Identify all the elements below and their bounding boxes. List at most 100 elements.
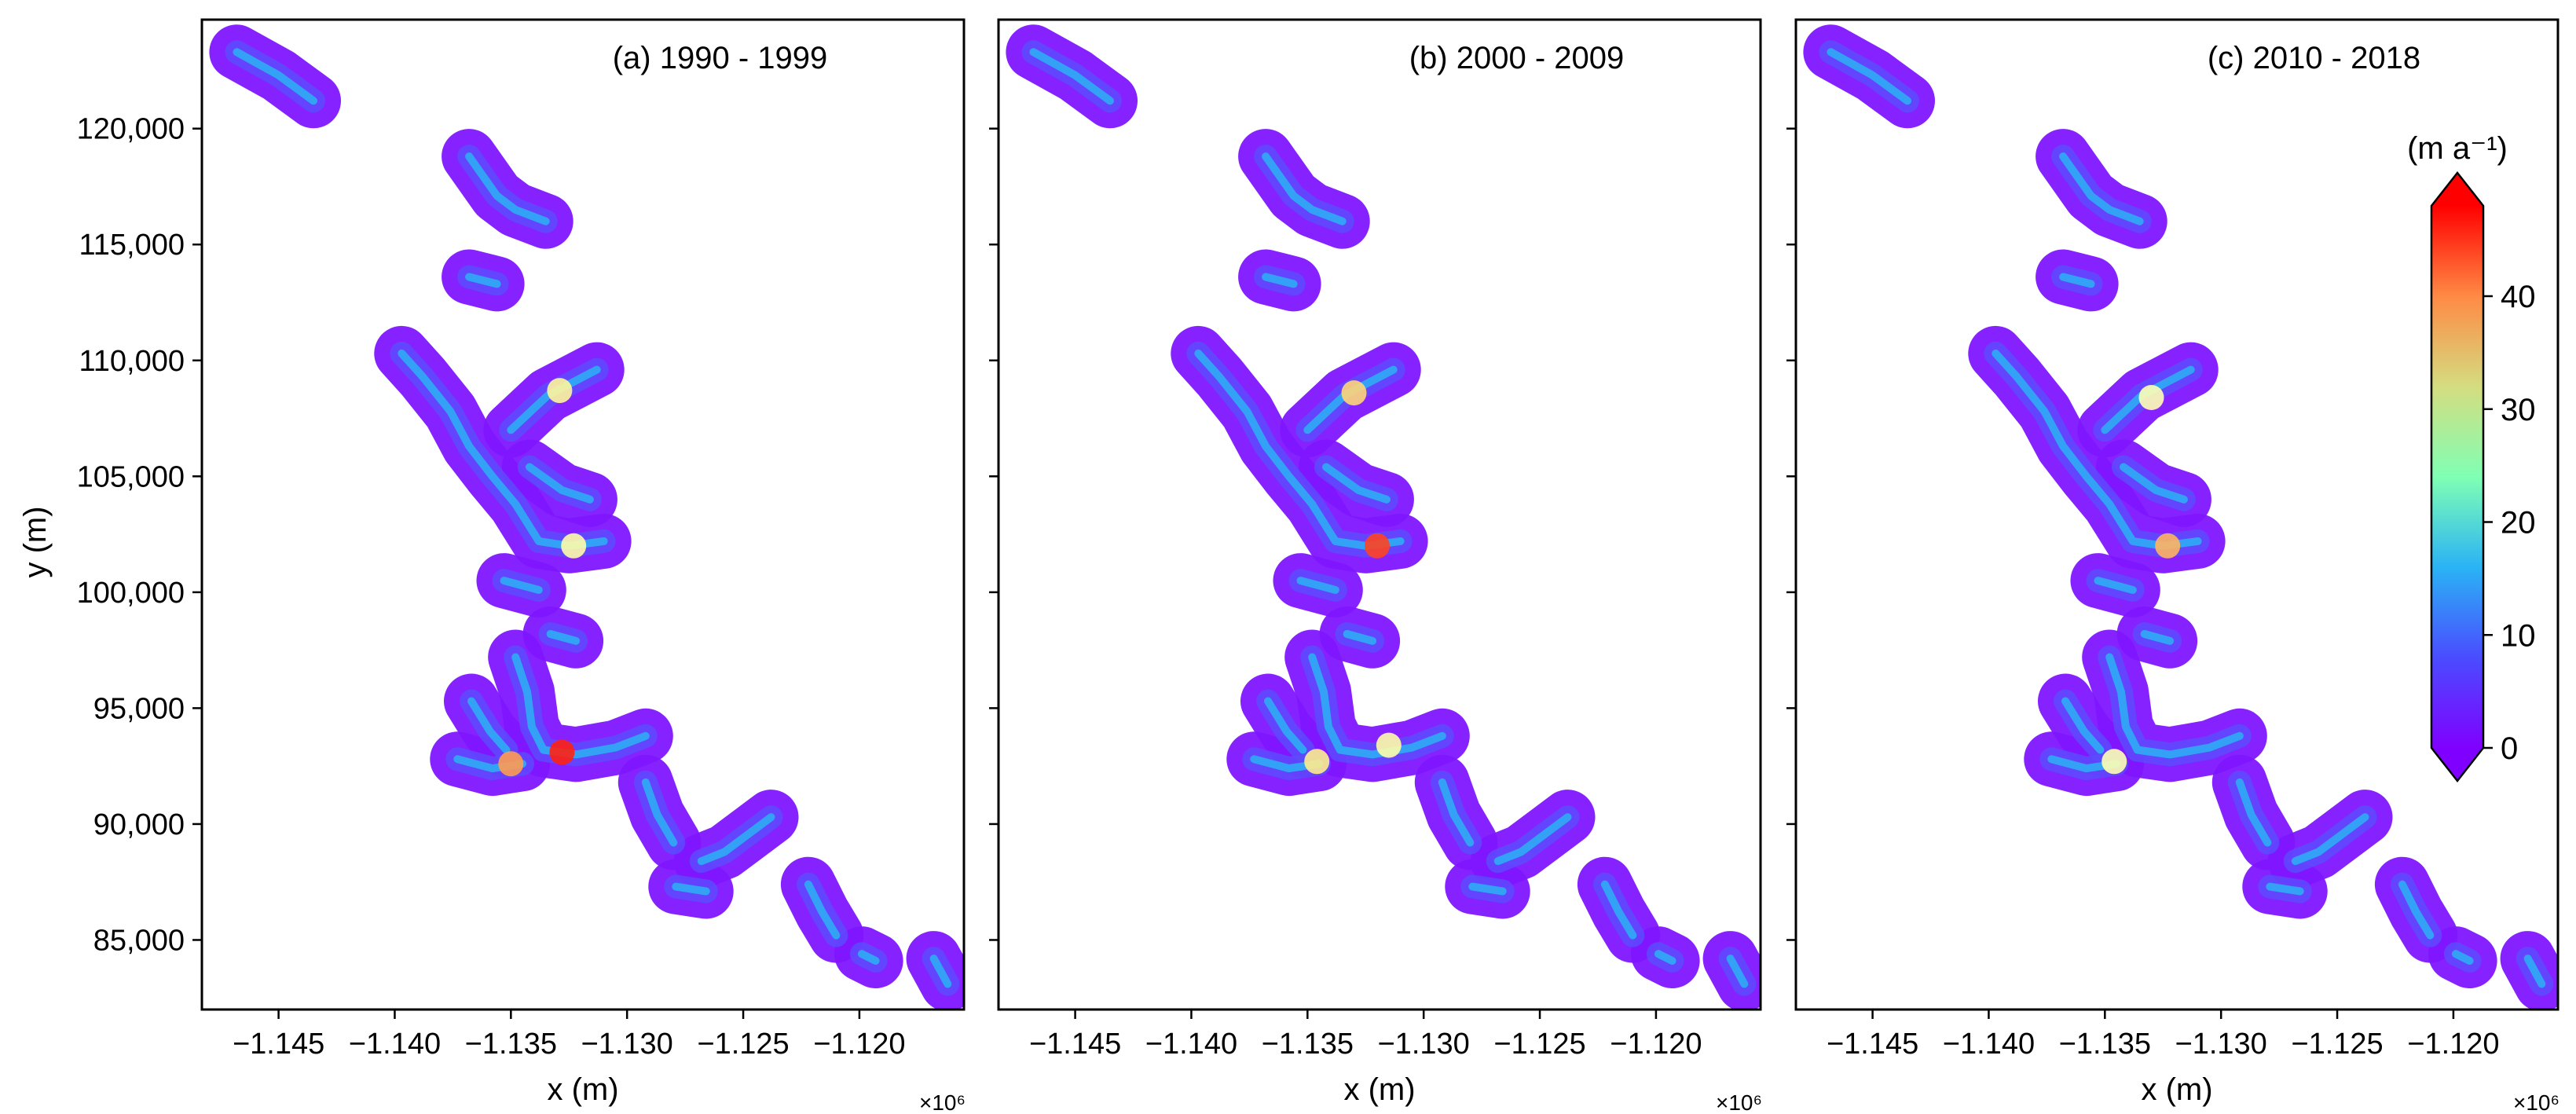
x-exponent-label: ×10⁶ [1716, 1090, 1762, 1114]
y-tick-label: 100,000 [77, 577, 185, 610]
glacier-flowline [2451, 950, 2474, 965]
y-tick-label: 120,000 [77, 113, 185, 146]
glacier-flowline [1726, 955, 1749, 988]
glacier-flowline [2120, 463, 2188, 504]
x-axis-label: x (m) [1343, 1072, 1415, 1107]
glacier-flowline [857, 950, 880, 965]
glacier-flowline [1827, 48, 1911, 105]
velocity-spot [2138, 385, 2164, 410]
x-axis-label: x (m) [547, 1072, 618, 1107]
velocity-spot [1376, 732, 1402, 758]
glacier-flowline [526, 463, 594, 504]
panel-frame [997, 18, 1762, 1011]
colorbar-tick-label: 10 [2501, 618, 2536, 653]
glacier-flowline [2105, 653, 2244, 759]
glacier-flowline [398, 349, 608, 550]
colorbar-tick-label: 0 [2501, 731, 2518, 766]
panel-title: (a) 1990 - 1999 [613, 41, 828, 75]
velocity-spot [547, 378, 573, 404]
y-tick-label: 105,000 [77, 460, 185, 493]
x-tick-label: −1.130 [1378, 1028, 1470, 1061]
panels: (a) 1990 - 1999−1.145 −1.140 −1.135 −1.130−… [77, 18, 2560, 1114]
glacier-flowline [2140, 630, 2175, 645]
glacier-flowline [500, 577, 543, 594]
x-tick-label: −1.120 [2407, 1028, 2499, 1061]
glacier-flowline [2398, 880, 2435, 940]
y-tick-label: 110,000 [79, 345, 185, 378]
glacier-flowline [1296, 577, 1339, 594]
panel-title: (c) 2010 - 2018 [2208, 41, 2420, 75]
glacier-flowline [697, 813, 775, 866]
glacier-flowline [641, 778, 678, 847]
glacier-flowline [1262, 273, 1298, 288]
glacier-flowline [2523, 955, 2546, 988]
panel-frame [1794, 18, 2560, 1011]
glacier-flowline [1493, 813, 1572, 866]
glacier-flowline [546, 630, 581, 645]
velocity-spot [561, 533, 587, 559]
panel-frame [200, 18, 966, 1011]
glacier-flowline [2235, 778, 2272, 847]
x-tick-label: −1.145 [1827, 1028, 1918, 1061]
x-exponent-label: ×10⁶ [919, 1090, 966, 1114]
velocity-spot [1365, 533, 1390, 559]
velocity-map [209, 24, 964, 1010]
colorbar-tick-label: 30 [2501, 393, 2536, 427]
glacier-flowline [1992, 349, 2202, 550]
x-tick-label: −1.125 [1493, 1028, 1585, 1061]
colorbar-label: (m a⁻¹) [2407, 131, 2508, 166]
colorbar-extend-min [2431, 748, 2483, 781]
glacier-flowline [1194, 349, 1405, 550]
x-tick-label: −1.120 [813, 1028, 905, 1061]
x-tick-label: −1.125 [2291, 1028, 2383, 1061]
velocity-spot [2101, 749, 2127, 775]
colorbar-extend-max [2431, 173, 2483, 206]
x-axis-label: x (m) [2141, 1072, 2212, 1107]
velocity-map [1803, 24, 2558, 1010]
velocity-spot [2155, 533, 2181, 559]
glacier-flowline [465, 273, 501, 288]
glacier-flowline [1343, 630, 1377, 645]
velocity-spot [549, 739, 575, 765]
colorbar-tick-label: 20 [2501, 506, 2536, 541]
x-tick-label: −1.140 [349, 1028, 441, 1061]
panel-title: (b) 2000 - 2009 [1409, 41, 1625, 75]
glacier-flowline [467, 697, 511, 754]
panel: (b) 2000 - 2009−1.145 −1.140 −1.135 −1.130−… [989, 18, 1762, 1114]
x-tick-label: −1.140 [1943, 1028, 2035, 1061]
glacier-flowline [804, 880, 841, 940]
glacier-flowline [1264, 697, 1307, 754]
x-tick-label: −1.130 [581, 1028, 673, 1061]
x-tick-label: −1.135 [465, 1028, 557, 1061]
glacier-flowline [1600, 880, 1637, 940]
x-tick-label: −1.145 [1029, 1028, 1121, 1061]
glacier-flowline [2266, 882, 2304, 896]
y-tick-label: 85,000 [93, 924, 185, 957]
y-axis-label: y (m) [18, 506, 53, 577]
glacier-flowline [1308, 653, 1446, 759]
glacier-flowline [672, 882, 710, 896]
x-tick-label: −1.135 [1262, 1028, 1354, 1061]
y-axis-label-group: y (m) [18, 506, 53, 577]
glacier-flowline [929, 955, 952, 988]
glacier-flowline [1262, 152, 1347, 225]
velocity-spot [1304, 749, 1330, 775]
x-exponent-label: ×10⁶ [2513, 1090, 2560, 1114]
glacier-flowline [1322, 463, 1391, 504]
glacier-flowline [1029, 48, 1114, 105]
glacier-flowline [233, 48, 317, 105]
glacier-flowline [1654, 950, 1676, 965]
panel: (a) 1990 - 1999−1.145 −1.140 −1.135 −1.130−… [77, 18, 966, 1114]
glacier-flowline [1438, 778, 1475, 847]
colorbar: 0 10 20 30 40 (m a⁻¹) [2407, 131, 2536, 783]
glacier-flowline [465, 152, 550, 225]
velocity-map [1006, 24, 1761, 1010]
glacier-flowline [511, 653, 650, 759]
glacier-flowline [2291, 813, 2369, 866]
x-tick-label: −1.125 [697, 1028, 789, 1061]
x-tick-label: −1.135 [2059, 1028, 2151, 1061]
velocity-spot [498, 751, 524, 777]
glacier-flowline [1468, 882, 1507, 896]
x-tick-label: −1.130 [2175, 1028, 2267, 1061]
